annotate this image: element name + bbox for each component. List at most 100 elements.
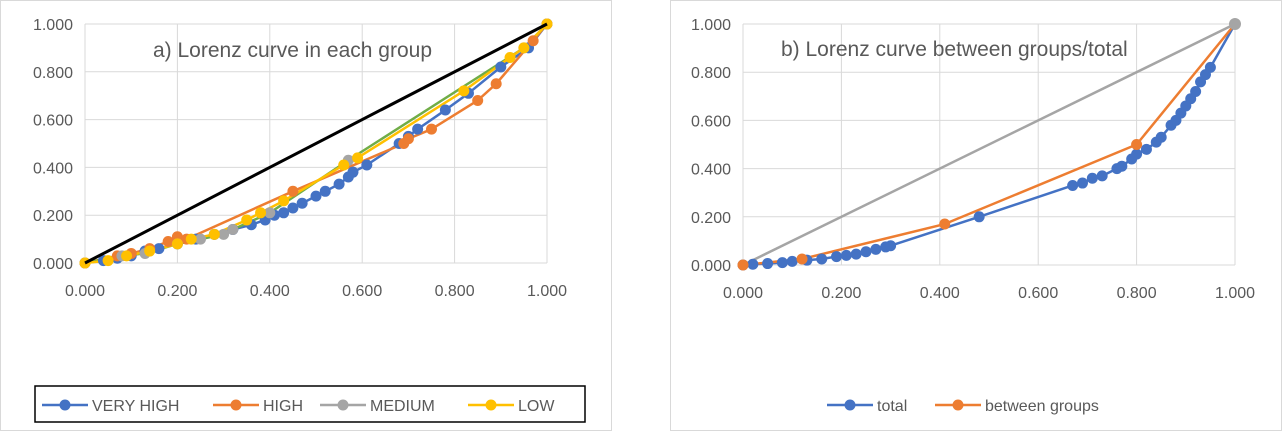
data-point-low — [185, 233, 197, 245]
legend-label-between-groups: between groups — [985, 398, 1099, 415]
y-tick-label: 1.000 — [33, 17, 73, 34]
chart-panel-a: 0.000 0.200 0.400 0.600 0.800 1.000 0.000 0.200… — [0, 0, 612, 431]
data-point-very-high — [412, 123, 424, 135]
data-point-high — [426, 123, 437, 135]
x-tick-label: 0.600 — [342, 283, 382, 300]
equality-line — [84, 22, 548, 265]
x-tick-label: 0.000 — [723, 285, 763, 302]
data-point-low — [102, 255, 114, 267]
data-point-between-groups — [737, 259, 749, 271]
data-point-total — [1076, 177, 1088, 189]
data-point-low — [518, 42, 530, 54]
data-point-total — [870, 243, 882, 255]
data-point-high — [490, 78, 502, 90]
data-point-very-high — [439, 104, 451, 116]
data-point-total — [816, 253, 828, 265]
data-point-low — [278, 195, 290, 207]
data-point-high — [287, 185, 299, 197]
y-tick-label: 0.600 — [33, 113, 73, 130]
y-tick-label: 0.400 — [691, 162, 731, 179]
data-point-total — [830, 251, 842, 263]
chart-title: a) Lorenz curve in each group — [153, 39, 432, 62]
data-point-low — [241, 214, 253, 226]
y-tick-label: 1.000 — [691, 17, 731, 34]
chart-title: b) Lorenz curve between groups/total — [781, 38, 1128, 61]
data-point-medium — [218, 228, 230, 240]
data-point-total — [762, 258, 774, 270]
y-tick-label: 0.200 — [691, 210, 731, 227]
data-point-very-high — [310, 190, 322, 202]
legend-swatch-marker — [337, 399, 349, 411]
data-point-between-groups — [796, 253, 808, 265]
data-point-medium — [227, 224, 239, 236]
data-point-high — [402, 133, 414, 145]
data-point-medium — [264, 207, 276, 219]
y-tick-label: 0.800 — [691, 65, 731, 82]
data-point-low — [121, 250, 133, 262]
data-point-between-groups — [939, 218, 951, 230]
data-point-low — [338, 159, 350, 171]
legend-label-high: HIGH — [263, 398, 303, 415]
data-point-very-high — [495, 61, 507, 73]
data-point-total — [1116, 160, 1128, 172]
x-tick-label: 0.800 — [1117, 285, 1157, 302]
data-point-total — [1086, 172, 1098, 184]
legend: VERY HIGH HIGH MEDIUM LOW — [34, 385, 586, 423]
data-point-very-high — [333, 178, 345, 190]
y-tick-label: 0.000 — [33, 256, 73, 273]
data-point-total — [1155, 131, 1167, 143]
data-point-very-high — [361, 159, 373, 171]
data-point-low — [352, 152, 364, 164]
data-point-total — [840, 249, 852, 261]
data-point-very-high — [287, 202, 299, 214]
data-point-high — [162, 235, 174, 247]
y-tick-label: 0.000 — [691, 258, 731, 275]
equality-line — [742, 22, 1236, 267]
y-tick-label: 0.400 — [33, 160, 73, 177]
data-point-low — [504, 51, 516, 63]
x-tick-label: 0.200 — [821, 285, 861, 302]
y-tick-label: 0.800 — [33, 65, 73, 82]
x-tick-label: 0.200 — [157, 283, 197, 300]
y-tick-label: 0.200 — [33, 208, 73, 225]
data-point-medium — [195, 233, 206, 245]
data-point-total — [747, 258, 759, 270]
data-point-total — [776, 257, 788, 269]
legend-swatch-marker — [230, 399, 242, 411]
data-point-low — [208, 228, 220, 240]
x-tick-label: 1.000 — [1215, 285, 1255, 302]
legend-swatch-marker — [844, 399, 856, 411]
x-tick-label: 0.800 — [435, 283, 475, 300]
data-point-high — [472, 94, 484, 106]
x-tick-label: 1.000 — [527, 283, 567, 300]
data-point-total — [885, 240, 897, 252]
data-point-very-high — [278, 207, 290, 219]
data-point-total — [1131, 148, 1143, 160]
data-point-very-high — [319, 185, 331, 197]
legend-label-total: total — [877, 398, 907, 415]
data-point-total — [1204, 61, 1216, 73]
legend-label-low: LOW — [518, 398, 555, 415]
data-point-total — [1096, 170, 1108, 182]
legend-swatch-marker — [952, 399, 964, 411]
data-point-between-groups — [1131, 139, 1143, 150]
data-point-total — [1067, 179, 1079, 191]
x-tick-label: 0.600 — [1018, 285, 1058, 302]
data-point-very-high — [153, 243, 165, 255]
data-point-total — [860, 246, 872, 258]
legend-swatch-marker — [485, 399, 497, 411]
data-point-low — [255, 207, 267, 219]
legend: total between groups — [827, 398, 1099, 415]
lorenz-chart-between: 0.000 0.200 0.400 0.600 0.800 1.000 0.000 0.200… — [691, 17, 1255, 415]
legend-box — [34, 385, 586, 423]
y-tick-label: 0.600 — [691, 113, 731, 130]
legend-label-medium: MEDIUM — [370, 398, 435, 415]
data-point-high — [527, 35, 539, 47]
data-point-total — [1140, 143, 1152, 155]
legend-label-very-high: VERY HIGH — [92, 398, 179, 415]
x-tick-label: 0.400 — [250, 283, 290, 300]
data-point-total — [973, 211, 985, 223]
data-point-low — [144, 245, 156, 257]
legend-swatch-marker — [59, 399, 71, 411]
data-point-total — [1190, 85, 1202, 97]
